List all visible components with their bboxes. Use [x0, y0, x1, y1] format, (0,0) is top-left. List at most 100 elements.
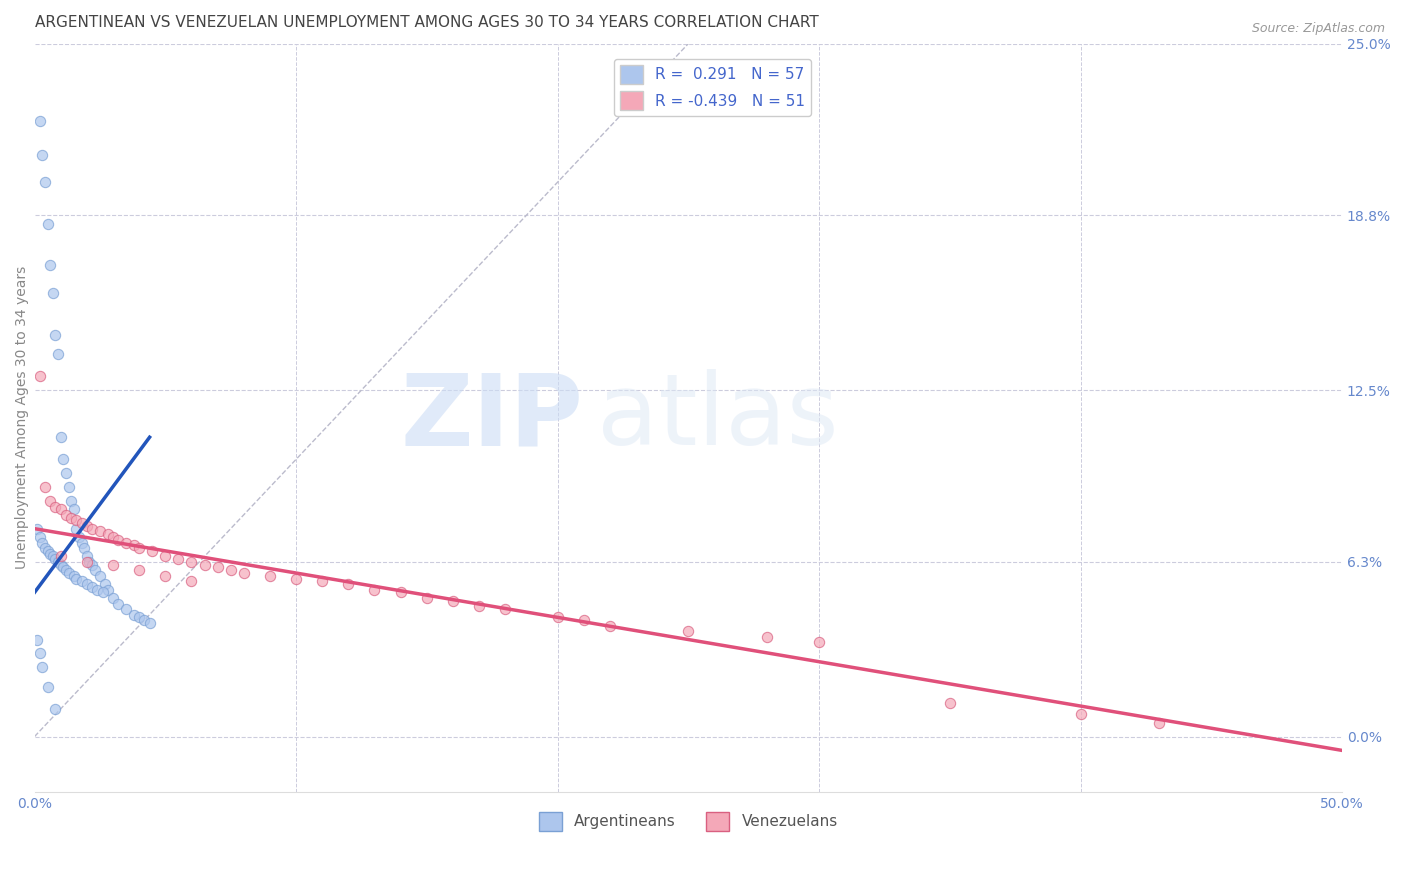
Point [128, 610, 150, 624]
Point [37, 217, 59, 231]
Point [70, 535, 93, 549]
Point [285, 572, 308, 586]
Point [28, 114, 51, 128]
Point [62, 569, 84, 583]
Point [28, 646, 51, 660]
Point [46, 555, 69, 569]
Point [219, 563, 242, 577]
Point [49, 430, 72, 444]
Point [89, 524, 111, 539]
Point [73, 541, 96, 555]
Point [34, 541, 56, 555]
Point [86, 582, 108, 597]
Point [65, 522, 87, 536]
Point [207, 560, 229, 574]
Point [65, 513, 87, 527]
Point [141, 544, 163, 558]
Text: ARGENTINEAN VS VENEZUELAN UNEMPLOYMENT AMONG AGES 30 TO 34 YEARS CORRELATION CHA: ARGENTINEAN VS VENEZUELAN UNEMPLOYMENT A… [35, 15, 818, 30]
Point [180, 574, 202, 589]
Point [134, 613, 156, 627]
Point [58, 480, 80, 494]
Point [1070, 707, 1092, 722]
Y-axis label: Unemployment Among Ages 30 to 34 years: Unemployment Among Ages 30 to 34 years [15, 266, 30, 569]
Point [1147, 715, 1170, 730]
Point [441, 593, 464, 607]
Point [44, 552, 66, 566]
Point [416, 591, 439, 605]
Point [122, 607, 145, 622]
Point [76, 549, 98, 564]
Point [37, 680, 59, 694]
Point [363, 582, 385, 597]
Point [180, 555, 202, 569]
Point [65, 572, 87, 586]
Point [755, 630, 778, 644]
Point [939, 696, 962, 710]
Point [55, 467, 77, 481]
Point [128, 541, 150, 555]
Point [599, 618, 621, 632]
Text: ZIP: ZIP [401, 369, 583, 467]
Point [31, 535, 53, 549]
Point [232, 566, 254, 580]
Point [494, 602, 516, 616]
Point [52, 560, 75, 574]
Point [70, 516, 93, 530]
Point [107, 533, 129, 547]
Point [94, 577, 117, 591]
Point [547, 610, 569, 624]
Point [52, 452, 75, 467]
Point [25, 632, 48, 647]
Point [49, 549, 72, 564]
Point [44, 327, 66, 342]
Point [389, 585, 412, 599]
Point [67, 530, 90, 544]
Point [28, 530, 51, 544]
Point [97, 527, 120, 541]
Point [97, 582, 120, 597]
Point [193, 558, 215, 572]
Point [76, 519, 98, 533]
Legend: Argentineans, Venezuelans: Argentineans, Venezuelans [533, 805, 844, 837]
Point [91, 585, 114, 599]
Point [55, 508, 77, 522]
Point [39, 494, 62, 508]
Point [76, 577, 98, 591]
Point [167, 552, 190, 566]
Text: Source: ZipAtlas.com: Source: ZipAtlas.com [1251, 22, 1385, 36]
Point [115, 602, 138, 616]
Point [58, 566, 80, 580]
Point [25, 522, 48, 536]
Point [122, 538, 145, 552]
Point [101, 591, 124, 605]
Text: atlas: atlas [596, 369, 838, 467]
Point [31, 660, 53, 674]
Point [83, 563, 105, 577]
Point [28, 369, 51, 384]
Point [80, 580, 103, 594]
Point [39, 547, 62, 561]
Point [808, 635, 831, 649]
Point [155, 549, 177, 564]
Point [572, 613, 595, 627]
Point [37, 544, 59, 558]
Point [34, 175, 56, 189]
Point [311, 574, 333, 589]
Point [101, 530, 124, 544]
Point [678, 624, 700, 639]
Point [155, 569, 177, 583]
Point [44, 500, 66, 514]
Point [89, 569, 111, 583]
Point [138, 615, 160, 630]
Point [39, 259, 62, 273]
Point [49, 502, 72, 516]
Point [80, 522, 103, 536]
Point [60, 510, 83, 524]
Point [31, 147, 53, 161]
Point [115, 535, 138, 549]
Point [62, 502, 84, 516]
Point [107, 597, 129, 611]
Point [259, 569, 281, 583]
Point [49, 558, 72, 572]
Point [101, 558, 124, 572]
